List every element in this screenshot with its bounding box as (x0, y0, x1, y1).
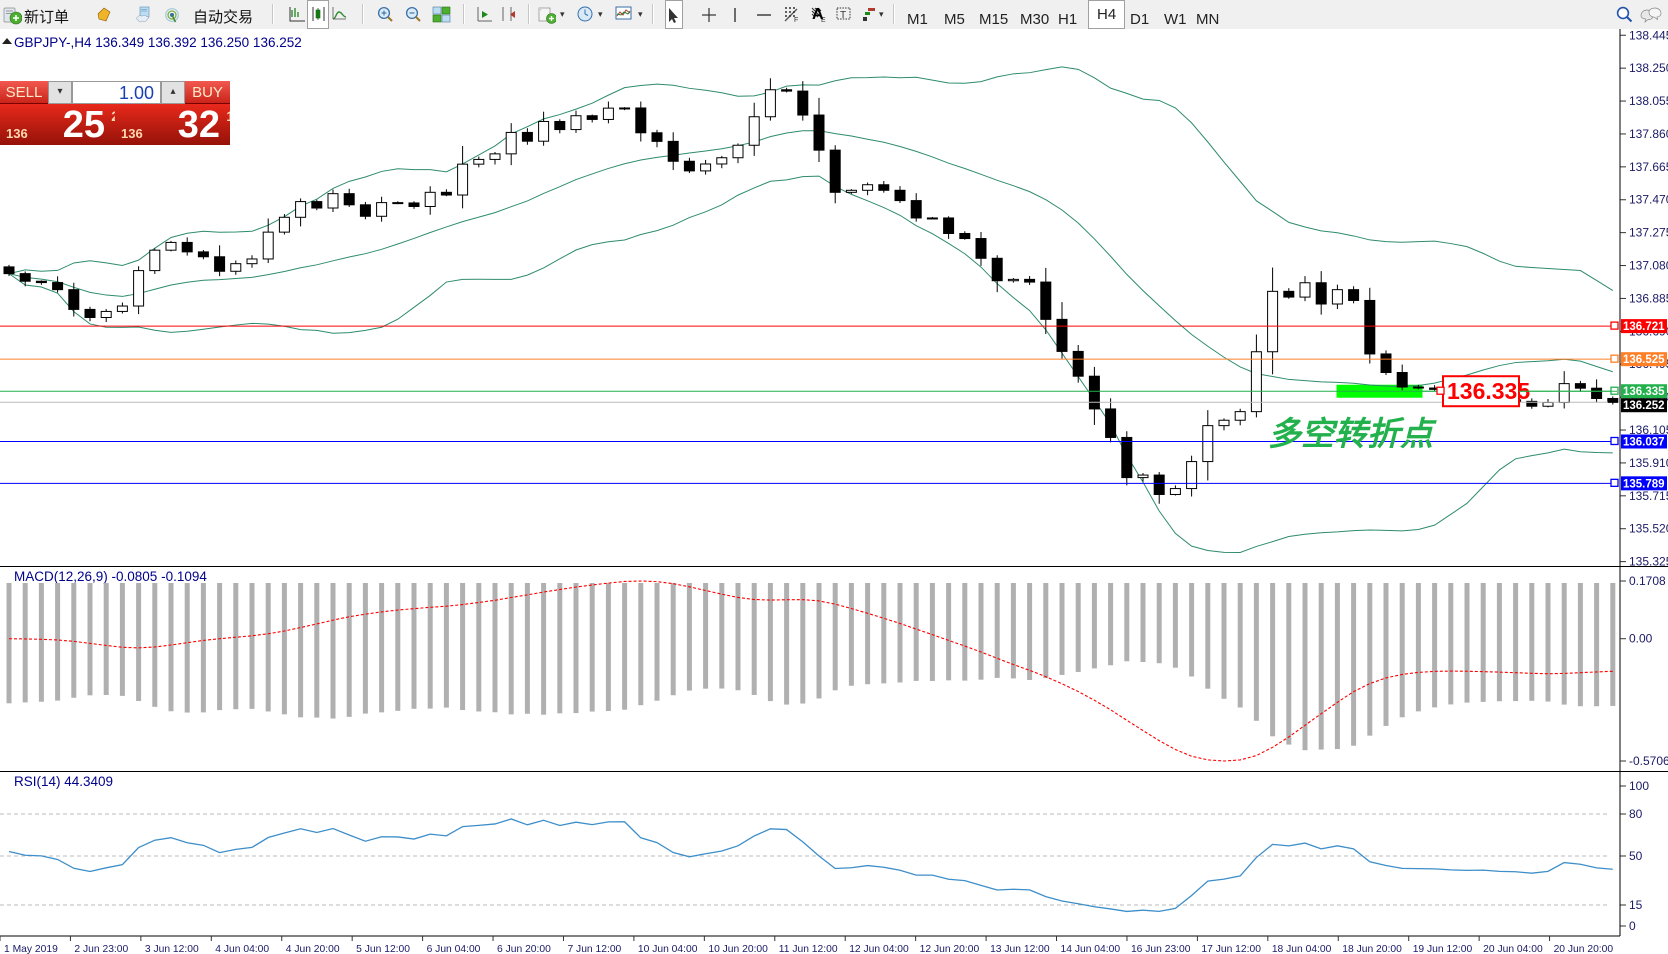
svg-text:135.789: 135.789 (1623, 478, 1665, 490)
svg-text:13 Jun 12:00: 13 Jun 12:00 (990, 944, 1050, 954)
svg-text:多空转折点: 多空转折点 (1268, 415, 1437, 452)
svg-text:138.250: 138.250 (1629, 61, 1668, 75)
svg-text:12 Jun 04:00: 12 Jun 04:00 (849, 944, 909, 954)
svg-text:2 Jun 23:00: 2 Jun 23:00 (74, 944, 128, 954)
svg-text:7 Jun 12:00: 7 Jun 12:00 (567, 944, 621, 954)
svg-text:135.715: 135.715 (1629, 489, 1668, 503)
svg-text:17 Jun 12:00: 17 Jun 12:00 (1201, 944, 1261, 954)
svg-text:0.00: 0.00 (1629, 632, 1653, 646)
svg-text:136.885: 136.885 (1629, 291, 1668, 305)
svg-text:20 Jun 20:00: 20 Jun 20:00 (1554, 944, 1614, 954)
svg-text:1 May 2019: 1 May 2019 (4, 944, 58, 954)
svg-text:137.860: 137.860 (1629, 127, 1668, 141)
svg-text:135.910: 135.910 (1629, 456, 1668, 470)
svg-text:5 Jun 12:00: 5 Jun 12:00 (356, 944, 410, 954)
svg-text:136.252: 136.252 (1623, 400, 1665, 412)
svg-text:20 Jun 04:00: 20 Jun 04:00 (1483, 944, 1543, 954)
svg-text:137.275: 137.275 (1629, 226, 1668, 240)
svg-text:137.080: 137.080 (1629, 259, 1668, 273)
svg-text:136.525: 136.525 (1623, 354, 1665, 366)
svg-text:T: T (840, 10, 846, 21)
svg-text:F: F (794, 17, 798, 24)
svg-text:11 Jun 12:00: 11 Jun 12:00 (779, 944, 838, 954)
svg-text:10 Jun 04:00: 10 Jun 04:00 (638, 944, 698, 954)
svg-text:0.1708: 0.1708 (1629, 574, 1666, 588)
svg-text:100: 100 (1629, 779, 1649, 793)
svg-text:19 Jun 12:00: 19 Jun 12:00 (1413, 944, 1473, 954)
svg-text:138.055: 138.055 (1629, 94, 1668, 108)
svg-text:136.037: 136.037 (1623, 436, 1665, 448)
svg-text:50: 50 (1629, 849, 1643, 863)
svg-text:-0.5706: -0.5706 (1629, 754, 1668, 768)
svg-text:18 Jun 20:00: 18 Jun 20:00 (1342, 944, 1402, 954)
svg-text:136.335: 136.335 (1447, 378, 1530, 404)
svg-text:4 Jun 20:00: 4 Jun 20:00 (286, 944, 340, 954)
svg-text:18 Jun 04:00: 18 Jun 04:00 (1272, 944, 1332, 954)
svg-text:6 Jun 20:00: 6 Jun 20:00 (497, 944, 551, 954)
svg-text:135.325: 135.325 (1629, 555, 1668, 566)
svg-text:12 Jun 20:00: 12 Jun 20:00 (920, 944, 980, 954)
svg-text:14 Jun 04:00: 14 Jun 04:00 (1061, 944, 1121, 954)
svg-text:137.665: 137.665 (1629, 160, 1668, 174)
svg-text:16 Jun 23:00: 16 Jun 23:00 (1131, 944, 1191, 954)
svg-text:138.445: 138.445 (1629, 29, 1668, 42)
svg-text:0: 0 (1629, 919, 1636, 933)
svg-text:15: 15 (1629, 898, 1643, 912)
svg-text:137.470: 137.470 (1629, 193, 1668, 207)
svg-text:136.721: 136.721 (1623, 321, 1665, 333)
svg-text:135.520: 135.520 (1629, 522, 1668, 536)
svg-text:3 Jun 12:00: 3 Jun 12:00 (145, 944, 199, 954)
svg-text:10 Jun 20:00: 10 Jun 20:00 (708, 944, 768, 954)
svg-text:6 Jun 04:00: 6 Jun 04:00 (427, 944, 481, 954)
svg-text:4 Jun 04:00: 4 Jun 04:00 (215, 944, 269, 954)
svg-text:136.335: 136.335 (1623, 386, 1665, 398)
svg-text:80: 80 (1629, 807, 1643, 821)
